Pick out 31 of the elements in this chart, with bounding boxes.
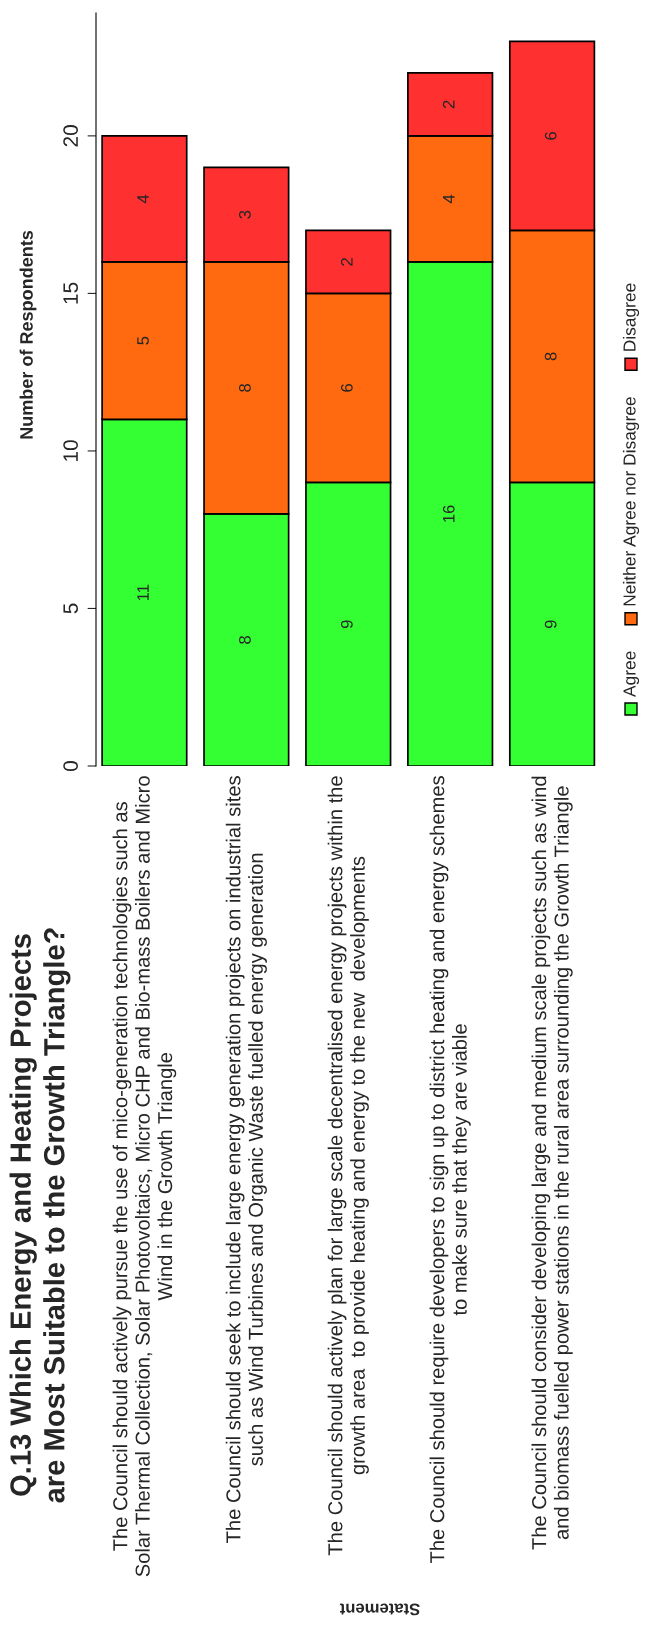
data-label: 2 bbox=[442, 100, 455, 109]
data-label: 6 bbox=[544, 131, 557, 140]
data-label: 5 bbox=[137, 336, 149, 345]
y-tick-label: 20 bbox=[63, 125, 78, 147]
data-label: 6 bbox=[340, 384, 353, 392]
text: Disagree bbox=[622, 283, 640, 351]
x-tick-label: The Council should seek to include large energy generation projects on industrial sites such as Wind Turbines and Organic Waste fuelled energy generation bbox=[225, 776, 267, 1543]
y-tick-label: 10 bbox=[63, 440, 78, 461]
data-label: 9 bbox=[544, 620, 557, 629]
x-tick-label: The Council should consider developing large and medium scale projects such as wind and biomass fuelled power stations in the rural area surrounding the Growth Triangle bbox=[531, 776, 573, 1550]
x-tick-label: The Council should require developers to sign up to district heating and energy schemes to make sure that they are viable bbox=[429, 776, 471, 1564]
x-tick-label: The Council should actively pursue the use of mico-generation technologies such as Solar Thermal Collection, Solar Photovoltaics, Micro CHP and Bio-mass Boilers and Micro Wind in the Growth Triangle bbox=[112, 776, 177, 1577]
data-label: 4 bbox=[137, 194, 149, 204]
data-label: 16 bbox=[442, 505, 455, 522]
text: Q.13 Which Energy and Heating Projects are Most Suitable to the Growth Triangle? bbox=[9, 928, 71, 1503]
x-tick-label: The Council should actively plan for large scale decentralised energy projects within the growth area to provide heating and energy to the new developments bbox=[327, 776, 369, 1556]
data-label: 2 bbox=[340, 258, 353, 266]
text: Neither Agree nor Disagree bbox=[622, 397, 640, 606]
data-label: 8 bbox=[544, 352, 557, 361]
data-label: 4 bbox=[443, 194, 455, 204]
y-tick-label: 0 bbox=[63, 761, 78, 771]
x-axis-title: Statement bbox=[339, 1603, 420, 1616]
text: Agree bbox=[623, 651, 640, 697]
y-tick-label: 15 bbox=[63, 282, 78, 304]
y-axis-title: Number of Respondents bbox=[19, 230, 37, 439]
data-label: 8 bbox=[239, 636, 251, 644]
data-label: 3 bbox=[239, 210, 251, 219]
data-label: 9 bbox=[340, 620, 353, 629]
data-label: 8 bbox=[239, 384, 251, 392]
data-label: 11 bbox=[137, 584, 149, 601]
y-tick-label: 5 bbox=[63, 603, 78, 614]
